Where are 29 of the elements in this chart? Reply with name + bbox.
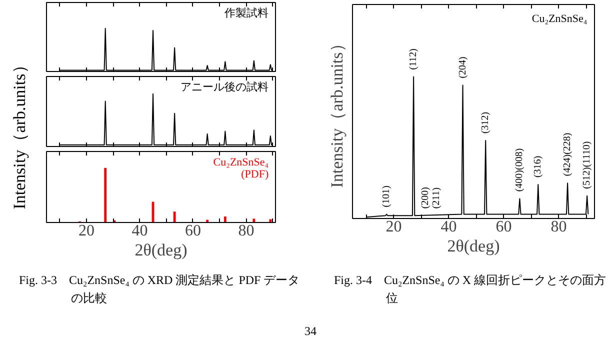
caption: Fig. 3-4 Cu₂ZnSnSe₄ の X 線回折ピークとその面方位 (333, 272, 608, 307)
annotation: (512)(1110) (582, 141, 593, 189)
annotation: (312) (480, 112, 492, 134)
x-tick-label: 20 (386, 218, 402, 236)
annotation: (400)(008) (514, 148, 526, 192)
annotation: (200) (420, 186, 431, 209)
annotation: (316) (532, 156, 544, 178)
x-axis-title: 2θ(deg) (134, 240, 188, 260)
legend-label: Cu₂ZnSnSe₄ (532, 13, 588, 26)
x-tick-label: 40 (132, 222, 148, 240)
legend-label: 作製試料 (224, 6, 269, 20)
caption: Fig. 3-3 Cu₂ZnSnSe₄ の XRD 測定結果と PDF データの比較 (18, 272, 301, 307)
y-axis-title: Intensity（arb.units） (328, 35, 346, 188)
annotation: (112) (408, 48, 420, 70)
x-axis-title: 2θ(deg) (447, 236, 500, 256)
annotation: (424)(228) (562, 132, 574, 176)
annotation: (211) (430, 187, 442, 209)
legend-label: アニール後の試料 (180, 80, 269, 94)
text: Cu₂ZnSnSe₄ (PDF) (213, 156, 269, 181)
annotation: (101) (381, 186, 392, 208)
x-tick-label: 20 (78, 222, 94, 240)
y-axis-title: Intensity（arb.units） (8, 56, 30, 210)
x-tick-label: 40 (440, 218, 457, 236)
x-tick-label: 80 (550, 218, 567, 236)
x-tick-label: 60 (184, 222, 201, 240)
text: 34 (304, 324, 318, 338)
x-tick-label: 80 (238, 222, 254, 240)
x-tick-label: 60 (496, 218, 512, 236)
annotation: (204) (457, 56, 468, 78)
